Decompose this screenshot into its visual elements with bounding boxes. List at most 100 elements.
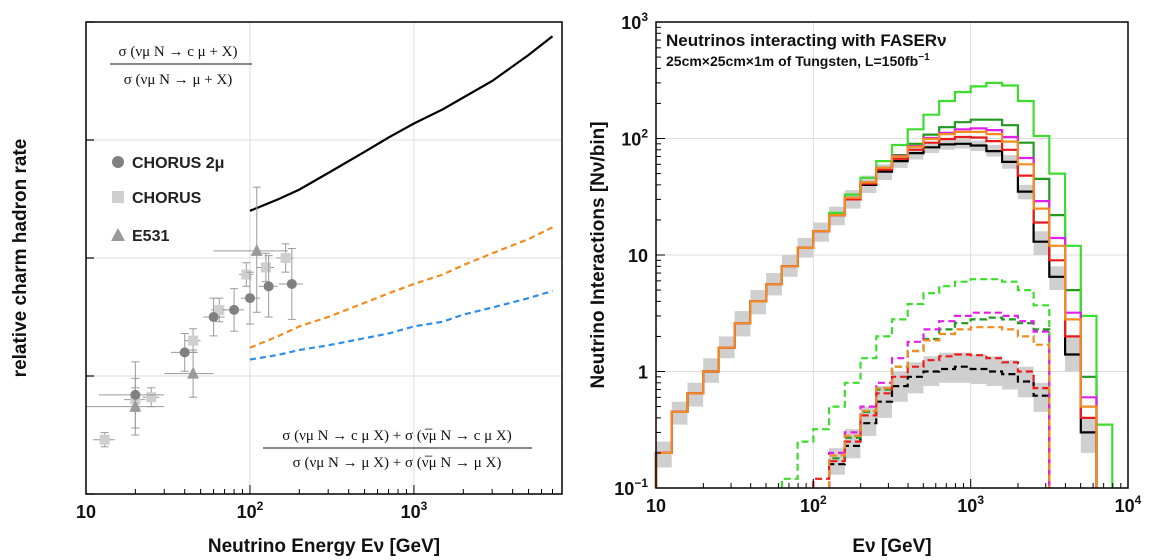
right-x-tick-label: 104 [1115,493,1142,516]
right-x-tick-label: 103 [957,493,984,516]
legend-marker-e531 [111,228,125,241]
data-point-chorus2mu [240,271,260,325]
left-series-neutral [249,226,553,349]
data-point-e531 [164,349,214,398]
marker-square [99,434,110,445]
e-uncertainty-band [1080,417,1097,453]
marker-triangle [250,243,263,256]
tau-uncertainty-band [970,354,987,385]
marker-circle [263,281,274,292]
left-data-points [86,186,303,448]
right-y-tick-label-base: 1 [638,363,648,383]
data-point-chorus2mu [258,255,278,318]
right-y-tick-label: 1 [638,363,648,383]
right-x-tick-label-exponent: 4 [1135,493,1142,507]
left-x-axis-label: Neutrino Energy Eν [GeV] [208,536,440,557]
e-uncertainty-band [687,382,704,407]
marker-circle [229,304,240,315]
right-y-tick-label-base: 10 [621,130,641,150]
left-y-axis-label: relative charm hadron rate [10,139,31,378]
right-y-tick-label-exponent: 2 [641,127,648,141]
data-point-e531 [86,377,165,436]
e-uncertainty-band [1049,266,1066,291]
right-x-tick-label-base: 10 [646,496,666,516]
ratio-bottom-numerator: σ (νμ N → c μ X) + σ (ν̅μ N → c μ X) [282,428,512,444]
data-point-chorus [142,387,160,408]
marker-circle [244,293,255,304]
right-uncertainty-bands [656,139,1097,475]
left-series-group [249,35,554,361]
right-x-tick-label-base: 10 [800,496,820,516]
data-point-chorus [276,243,294,273]
right-x-tick-label-exponent: 3 [977,493,984,507]
right-y-tick-label-exponent: −1 [634,476,648,490]
right-y-tick-label: 10−1 [614,476,648,499]
right-series-sea2-tau [780,278,1051,488]
left-series-all [249,35,554,212]
ratio-formula-top: σ (νμ N → c μ + X) σ (νμ N → μ + X) [110,44,252,88]
left-axis-ticks: 10 102 103 [76,21,563,522]
right-x-axis-label: Eν [GeV] [852,536,931,557]
data-point-e531 [213,186,288,313]
marker-square [188,335,199,346]
right-y-tick-label: 10 [628,246,648,266]
right-y-tick-label-base: 10 [621,13,641,33]
right-x-tick-label-exponent: 2 [820,493,827,507]
left-x-tick-exponent: 2 [257,499,264,513]
marker-square [280,253,291,263]
right-y-axis-label: Neutrino Interactions [Nν/bin] [588,121,609,388]
ratio-formula-bottom: σ (νμ N → c μ X) + σ (ν̅μ N → c μ X) σ (… [263,428,532,471]
marker-square [260,262,271,273]
right-series-bhps1-tau [812,353,1051,488]
legend-marker-chorus [112,191,124,203]
right-series-bhps3-tau [828,326,1051,488]
right-x-tick-label: 102 [800,493,827,516]
left-x-tick-base: 10 [76,502,96,522]
right-y-tick-label-base: 10 [628,246,648,266]
right-gridlines [656,22,1128,488]
right-y-tick-label: 102 [621,127,648,150]
right-series-group [654,81,1114,488]
tau-uncertainty-band [844,429,861,459]
data-point-chorus2mu [98,361,165,429]
data-point-chorus2mu [222,288,245,332]
tau-uncertainty-band [907,362,924,394]
left-x-tick-base: 10 [401,502,421,522]
left-x-tick-label: 103 [401,499,428,522]
legend-marker-chorus2mu [112,156,124,168]
ratio-top-denominator: σ (νμ N → μ + X) [124,72,233,88]
left-x-tick-base: 10 [237,502,257,522]
tau-uncertainty-band [1033,382,1050,412]
ratio-top-numerator: σ (νμ N → c μ + X) [119,44,238,60]
left-legend: CHORUS 2μ CHORUS E531 [111,155,224,245]
marker-circle [179,347,190,358]
left-gridlines [85,21,562,495]
e-uncertainty-band [656,441,672,468]
right-chart-subtitle: 25cm×25cm×1m of Tungsten, L=150fb−1 [666,52,930,69]
marker-square [146,392,157,403]
right-chart-subtitle-main: 25cm×25cm×1m of Tungsten, L=150fb [666,53,918,69]
left-x-tick-label: 10 [76,502,96,522]
tau-uncertainty-band [891,371,908,402]
ratio-bottom-denominator: σ (νμ N → μ X) + σ (ν̅μ N → μ X) [293,455,502,471]
right-y-tick-label: 103 [621,10,648,33]
right-chart-title: Neutrinos interacting with FASERν [666,31,947,50]
right-chart-subtitle-sup: −1 [918,52,930,63]
left-chart: 10 102 103 σ (νμ N → c μ + X) σ (νμ N → μ … [10,21,563,557]
legend-label-e531: E531 [132,228,169,245]
tau-uncertainty-band [923,356,940,387]
right-y-tick-label-exponent: 3 [641,10,648,24]
tau-uncertainty-band [860,406,877,436]
data-point-chorus2mu [278,248,303,320]
right-series-sea2-e [654,81,1114,488]
tau-uncertainty-band [939,352,955,383]
data-point-chorus [239,262,254,287]
e-uncertainty-band [671,401,688,425]
data-point-chorus [92,432,115,448]
marker-triangle [187,366,200,379]
left-series-charged [249,289,553,361]
left-x-tick-label: 102 [237,499,264,522]
legend-label-chorus2mu: CHORUS 2μ [132,155,224,172]
